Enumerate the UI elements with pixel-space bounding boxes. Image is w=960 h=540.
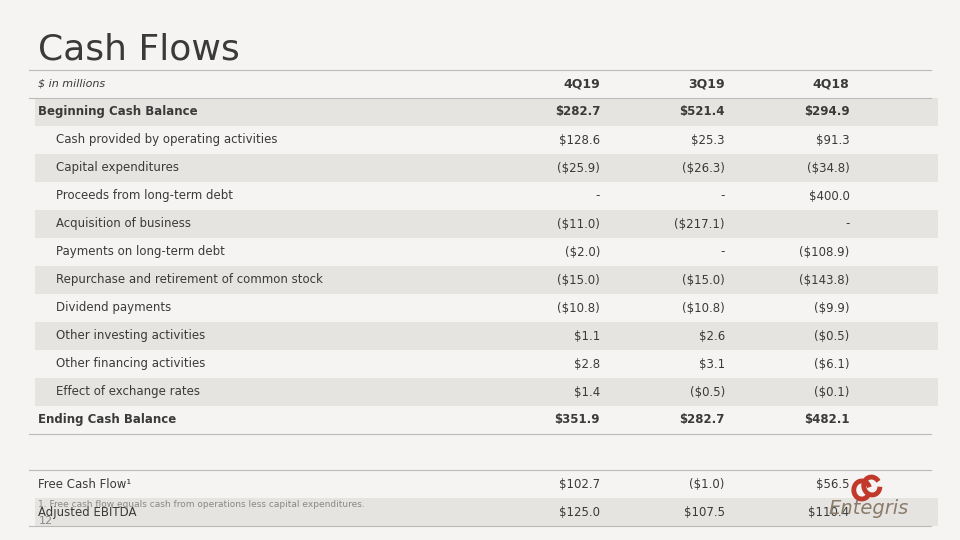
Text: ($11.0): ($11.0) [557,218,600,231]
Text: $56.5: $56.5 [816,478,850,491]
Text: Free Cash Flow¹: Free Cash Flow¹ [38,478,132,491]
Text: $125.0: $125.0 [559,506,600,519]
Text: Other investing activities: Other investing activities [57,329,205,342]
Bar [36,498,938,526]
Text: ($0.5): ($0.5) [689,386,725,399]
Text: ($26.3): ($26.3) [682,161,725,174]
Text: Adjusted EBITDA: Adjusted EBITDA [38,506,137,519]
Text: Acquisition of business: Acquisition of business [57,218,191,231]
Text: Payments on long-term debt: Payments on long-term debt [57,246,226,259]
Text: -: - [595,190,600,202]
Text: $282.7: $282.7 [555,105,600,118]
Text: Capital expenditures: Capital expenditures [57,161,180,174]
Text: Entegris: Entegris [828,499,909,518]
Text: Effect of exchange rates: Effect of exchange rates [57,386,201,399]
Bar [36,154,938,182]
Text: Repurchase and retirement of common stock: Repurchase and retirement of common stoc… [57,273,324,287]
Text: 4Q19: 4Q19 [564,78,600,91]
Text: $128.6: $128.6 [559,133,600,146]
Text: $107.5: $107.5 [684,506,725,519]
Text: ($10.8): ($10.8) [682,301,725,314]
Text: ($143.8): ($143.8) [800,273,850,287]
Text: Other financing activities: Other financing activities [57,357,205,370]
Text: Dividend payments: Dividend payments [57,301,172,314]
Text: ($1.0): ($1.0) [689,478,725,491]
Text: $351.9: $351.9 [555,414,600,427]
Text: ($25.9): ($25.9) [557,161,600,174]
Text: 4Q18: 4Q18 [813,78,850,91]
Text: $102.7: $102.7 [559,478,600,491]
Text: $1.1: $1.1 [574,329,600,342]
Text: ($108.9): ($108.9) [800,246,850,259]
Text: Beginning Cash Balance: Beginning Cash Balance [38,105,198,118]
Text: $110.4: $110.4 [808,506,850,519]
Text: $3.1: $3.1 [699,357,725,370]
Text: $ in millions: $ in millions [38,79,106,89]
Text: ($2.0): ($2.0) [564,246,600,259]
Text: $91.3: $91.3 [816,133,850,146]
Text: Ending Cash Balance: Ending Cash Balance [38,414,177,427]
Text: $400.0: $400.0 [808,190,850,202]
Text: -: - [845,218,850,231]
Text: ($0.5): ($0.5) [814,329,850,342]
Text: ($9.9): ($9.9) [814,301,850,314]
Text: $2.6: $2.6 [699,329,725,342]
Text: ($15.0): ($15.0) [557,273,600,287]
Text: $521.4: $521.4 [680,105,725,118]
Bar [36,210,938,238]
Bar [36,378,938,406]
Text: 3Q19: 3Q19 [688,78,725,91]
Text: $2.8: $2.8 [574,357,600,370]
Bar [36,322,938,350]
Text: Cash provided by operating activities: Cash provided by operating activities [57,133,277,146]
Text: -: - [720,246,725,259]
Text: ($217.1): ($217.1) [674,218,725,231]
Text: Cash Flows: Cash Flows [38,32,240,66]
Text: -: - [720,190,725,202]
Text: $1.4: $1.4 [574,386,600,399]
Text: $482.1: $482.1 [804,414,850,427]
Text: ($0.1): ($0.1) [814,386,850,399]
Text: Proceeds from long-term debt: Proceeds from long-term debt [57,190,233,202]
Bar [36,98,938,126]
Text: ($10.8): ($10.8) [557,301,600,314]
Text: ($15.0): ($15.0) [682,273,725,287]
Text: $294.9: $294.9 [804,105,850,118]
Text: $282.7: $282.7 [680,414,725,427]
Text: 1. Free cash flow equals cash from operations less capital expenditures.: 1. Free cash flow equals cash from opera… [38,500,365,509]
Text: $25.3: $25.3 [691,133,725,146]
Text: ($6.1): ($6.1) [814,357,850,370]
Bar [36,266,938,294]
Text: ($34.8): ($34.8) [806,161,850,174]
Text: 12: 12 [38,516,53,526]
